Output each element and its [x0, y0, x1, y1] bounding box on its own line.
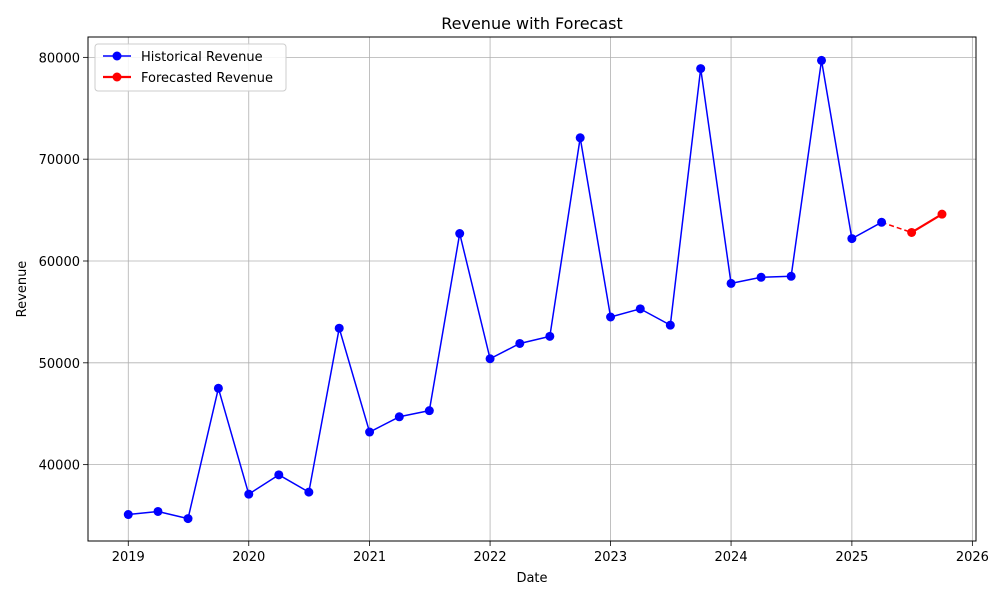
- legend-historical-label: Historical Revenue: [141, 50, 263, 65]
- legend-forecast-marker: [112, 72, 122, 82]
- x-tick-label: 2021: [353, 550, 386, 565]
- historical-series-line: [128, 59, 882, 520]
- y-tick-label: 70000: [39, 153, 80, 168]
- legend-forecast-label: Forecasted Revenue: [141, 71, 273, 86]
- x-tick-label: 2019: [112, 550, 145, 565]
- y-tick-label: 80000: [39, 51, 80, 66]
- historical-data-point: [545, 331, 555, 341]
- historical-data-point: [575, 133, 585, 143]
- historical-data-point: [877, 217, 887, 227]
- historical-data-point: [485, 354, 495, 364]
- forecast-data-point: [907, 227, 917, 237]
- grid: [88, 37, 976, 541]
- series-layer: [123, 55, 947, 524]
- forecast-data-point: [937, 209, 947, 219]
- historical-data-point: [183, 514, 193, 524]
- historical-data-point: [394, 412, 404, 422]
- historical-data-point: [365, 427, 375, 437]
- historical-data-point: [817, 55, 827, 65]
- historical-data-point: [274, 470, 284, 480]
- legend: Historical Revenue Forecasted Revenue: [94, 43, 287, 92]
- historical-data-point: [244, 489, 254, 499]
- historical-data-point: [786, 271, 796, 281]
- historical-data-point: [334, 323, 344, 333]
- historical-data-point: [726, 278, 736, 288]
- historical-data-point: [847, 234, 857, 244]
- x-axis-label: Date: [516, 571, 547, 586]
- x-tick-label: 2022: [474, 550, 507, 565]
- historical-data-point: [424, 406, 434, 416]
- historical-data-point: [455, 229, 465, 239]
- y-axis-label: Revenue: [15, 261, 30, 318]
- historical-data-point: [635, 304, 645, 314]
- forecast-connector-line: [881, 221, 912, 234]
- y-tick-label: 50000: [39, 357, 80, 372]
- y-tick-label: 40000: [39, 459, 80, 474]
- y-tick-label: 60000: [39, 255, 80, 270]
- legend-box: [94, 43, 287, 92]
- historical-data-point: [696, 64, 706, 74]
- axes: 2019 2020 2021 2022 2023 2024 2025 2026 40000 500…: [39, 51, 989, 565]
- forecast-series-line: [911, 213, 943, 234]
- historical-data-point: [123, 510, 133, 520]
- historical-data-point: [665, 320, 675, 330]
- x-tick-label: 2025: [835, 550, 868, 565]
- x-tick-label: 2026: [956, 550, 989, 565]
- x-tick-label: 2020: [232, 550, 265, 565]
- historical-data-point: [213, 383, 223, 393]
- historical-data-point: [756, 272, 766, 282]
- historical-data-point: [515, 338, 525, 348]
- x-tick-label: 2023: [594, 550, 627, 565]
- historical-data-point: [606, 312, 616, 322]
- legend-historical-marker: [112, 51, 122, 61]
- plot-frame: [87, 36, 977, 542]
- historical-data-point: [153, 506, 163, 516]
- x-tick-label: 2024: [715, 550, 748, 565]
- historical-data-point: [304, 487, 314, 497]
- chart-title: Revenue with Forecast: [441, 14, 623, 33]
